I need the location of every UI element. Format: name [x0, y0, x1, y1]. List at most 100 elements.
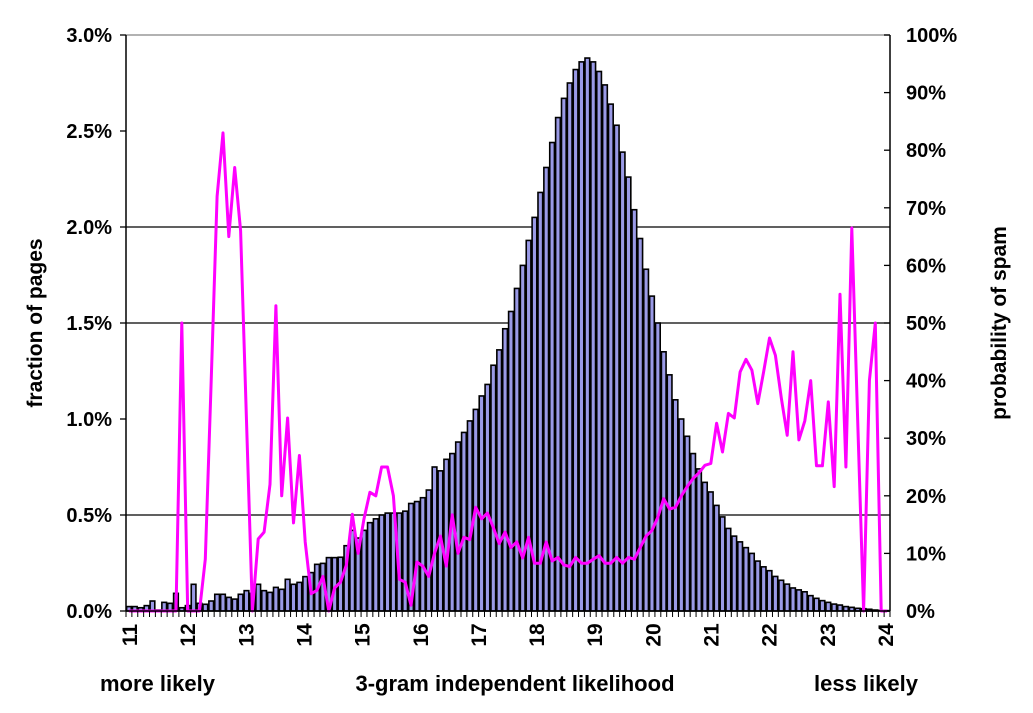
bar: [526, 240, 531, 611]
bar: [485, 384, 490, 611]
x-tick-label: 12: [177, 623, 200, 646]
bar: [550, 143, 555, 611]
y-tick-label: 2.0%: [66, 217, 112, 239]
y-right-tick-label: 80%: [906, 140, 946, 162]
bar: [256, 584, 261, 611]
y-right-tick-label: 70%: [906, 198, 946, 220]
bar: [573, 70, 578, 611]
bar: [373, 519, 378, 611]
bar: [697, 469, 702, 611]
bar: [467, 421, 472, 611]
y-right-tick-label: 30%: [906, 428, 946, 450]
bar: [620, 152, 625, 611]
bar: [720, 517, 725, 611]
bar: [808, 596, 813, 611]
y-right-tick-label: 0%: [906, 601, 935, 623]
bar: [561, 98, 566, 611]
bar-series: [127, 58, 890, 611]
bar: [632, 210, 637, 611]
x-tick-label: 16: [410, 623, 433, 646]
bar: [585, 58, 590, 611]
bar: [579, 62, 584, 611]
y-tick-label: 1.5%: [66, 313, 112, 335]
bar: [614, 125, 619, 611]
bar: [503, 329, 508, 611]
bar: [650, 296, 655, 611]
bar: [685, 436, 690, 611]
x-tick-label: 23: [817, 623, 840, 646]
bar: [791, 588, 796, 611]
bar: [603, 85, 608, 611]
bar: [215, 594, 220, 611]
x-tick-label: 18: [526, 623, 549, 647]
bar: [232, 599, 237, 611]
bar: [456, 442, 461, 611]
bar: [703, 482, 708, 611]
bar: [779, 580, 784, 611]
bar: [755, 561, 760, 611]
bar: [797, 590, 802, 611]
bar: [462, 432, 467, 611]
bar: [597, 71, 602, 611]
x-tick-label: 14: [293, 623, 316, 647]
bar: [644, 269, 649, 611]
bar: [832, 604, 837, 611]
bar: [279, 589, 284, 611]
y-right-tick-label: 10%: [906, 543, 946, 565]
bar: [426, 490, 431, 611]
bar: [509, 311, 514, 611]
x-axis-right-label: less likely: [814, 671, 919, 696]
bar: [609, 104, 614, 611]
bar: [238, 594, 243, 611]
x-tick-label: 20: [642, 623, 665, 646]
bar: [708, 492, 713, 611]
bar: [191, 584, 196, 611]
bar: [227, 597, 232, 611]
y-right-tick-label: 90%: [906, 83, 946, 105]
bar: [567, 83, 572, 611]
bar: [538, 192, 543, 611]
bar: [820, 601, 825, 611]
y-tick-label: 0.0%: [66, 601, 112, 623]
y-axis-title: fraction of pages: [24, 238, 47, 407]
bar: [785, 584, 790, 611]
x-tick-label: 24: [875, 623, 898, 647]
bar: [350, 530, 355, 611]
bar: [274, 587, 279, 611]
y-axis-right-title: probability of spam: [988, 226, 1011, 420]
bar: [268, 592, 273, 611]
bar: [491, 365, 496, 611]
bar: [262, 591, 267, 611]
bar: [714, 505, 719, 611]
bar: [744, 548, 749, 611]
y-tick-label: 1.0%: [66, 409, 112, 431]
y-tick-label: 0.5%: [66, 505, 112, 527]
bar: [479, 396, 484, 611]
y-right-tick-label: 40%: [906, 371, 946, 393]
bar: [303, 577, 308, 611]
bar: [244, 591, 249, 611]
bar: [656, 323, 661, 611]
bar: [209, 601, 214, 611]
bar: [420, 498, 425, 611]
bar: [368, 523, 373, 611]
x-tick-label: 22: [759, 623, 782, 646]
bar: [297, 582, 302, 611]
bar: [732, 536, 737, 611]
x-tick-label: 13: [235, 623, 258, 646]
bar: [679, 419, 684, 611]
y-tick-label: 3.0%: [66, 25, 112, 47]
y-right-tick-label: 20%: [906, 486, 946, 508]
bar: [514, 288, 519, 611]
bar: [773, 576, 778, 611]
bar: [444, 459, 449, 611]
x-tick-label: 21: [701, 623, 724, 647]
bar: [826, 602, 831, 611]
bar: [221, 594, 226, 611]
bar: [203, 604, 208, 611]
bar: [761, 567, 766, 611]
bar: [362, 530, 367, 611]
bar: [814, 598, 819, 611]
x-tick-label: 15: [352, 623, 375, 647]
bar: [379, 515, 384, 611]
